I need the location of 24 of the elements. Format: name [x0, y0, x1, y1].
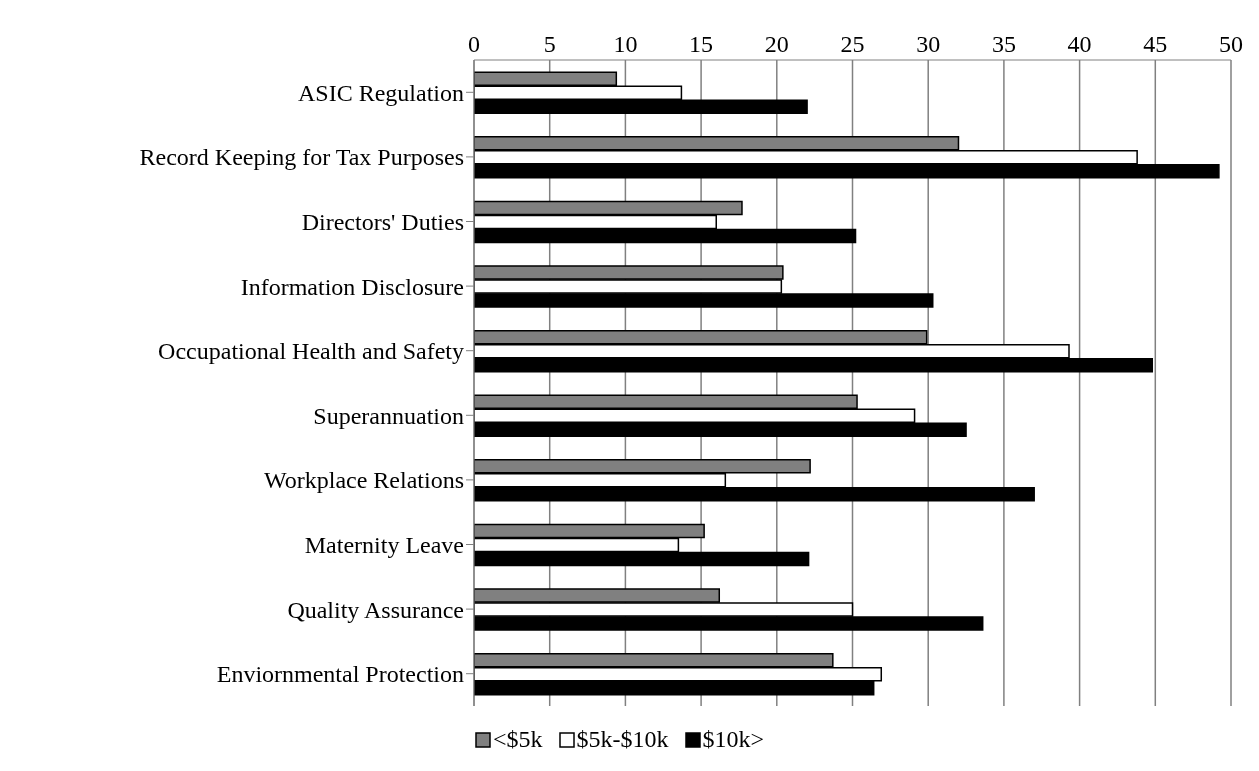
y-tick-label: Information Disclosure: [240, 273, 464, 300]
y-tick-label: Occupational Health and Safety: [158, 338, 464, 365]
legend-label: $10k>: [702, 726, 765, 753]
x-tick-label: 0: [468, 31, 480, 57]
legend-label: <$5k: [492, 726, 543, 753]
y-tick-label: Workplace Relations: [263, 467, 464, 494]
y-tick-label: Record Keeping for Tax Purposes: [139, 144, 464, 171]
y-tick-label: Maternity Leave: [304, 532, 464, 559]
y-tick-label: ASIC Regulation: [298, 79, 464, 106]
x-tick-label: 25: [840, 31, 865, 57]
x-tick-label: 20: [764, 31, 789, 57]
x-tick-label: 10: [613, 31, 638, 57]
y-tick-label: Enviornmental Protection: [216, 661, 464, 688]
x-tick-label: 40: [1067, 31, 1092, 57]
legend-label: $5k-$10k: [576, 726, 669, 753]
x-tick-label: 50: [1219, 31, 1243, 57]
x-tick-label: 35: [991, 31, 1016, 57]
y-tick-label: Quality Assurance: [287, 596, 464, 623]
x-tick-label: 5: [543, 31, 556, 57]
y-tick-label: Directors' Duties: [301, 209, 464, 236]
y-tick-label: Superannuation: [313, 402, 464, 429]
x-tick-label: 30: [916, 31, 941, 57]
x-tick-label: 15: [689, 31, 714, 57]
x-tick-label: 45: [1143, 31, 1168, 57]
